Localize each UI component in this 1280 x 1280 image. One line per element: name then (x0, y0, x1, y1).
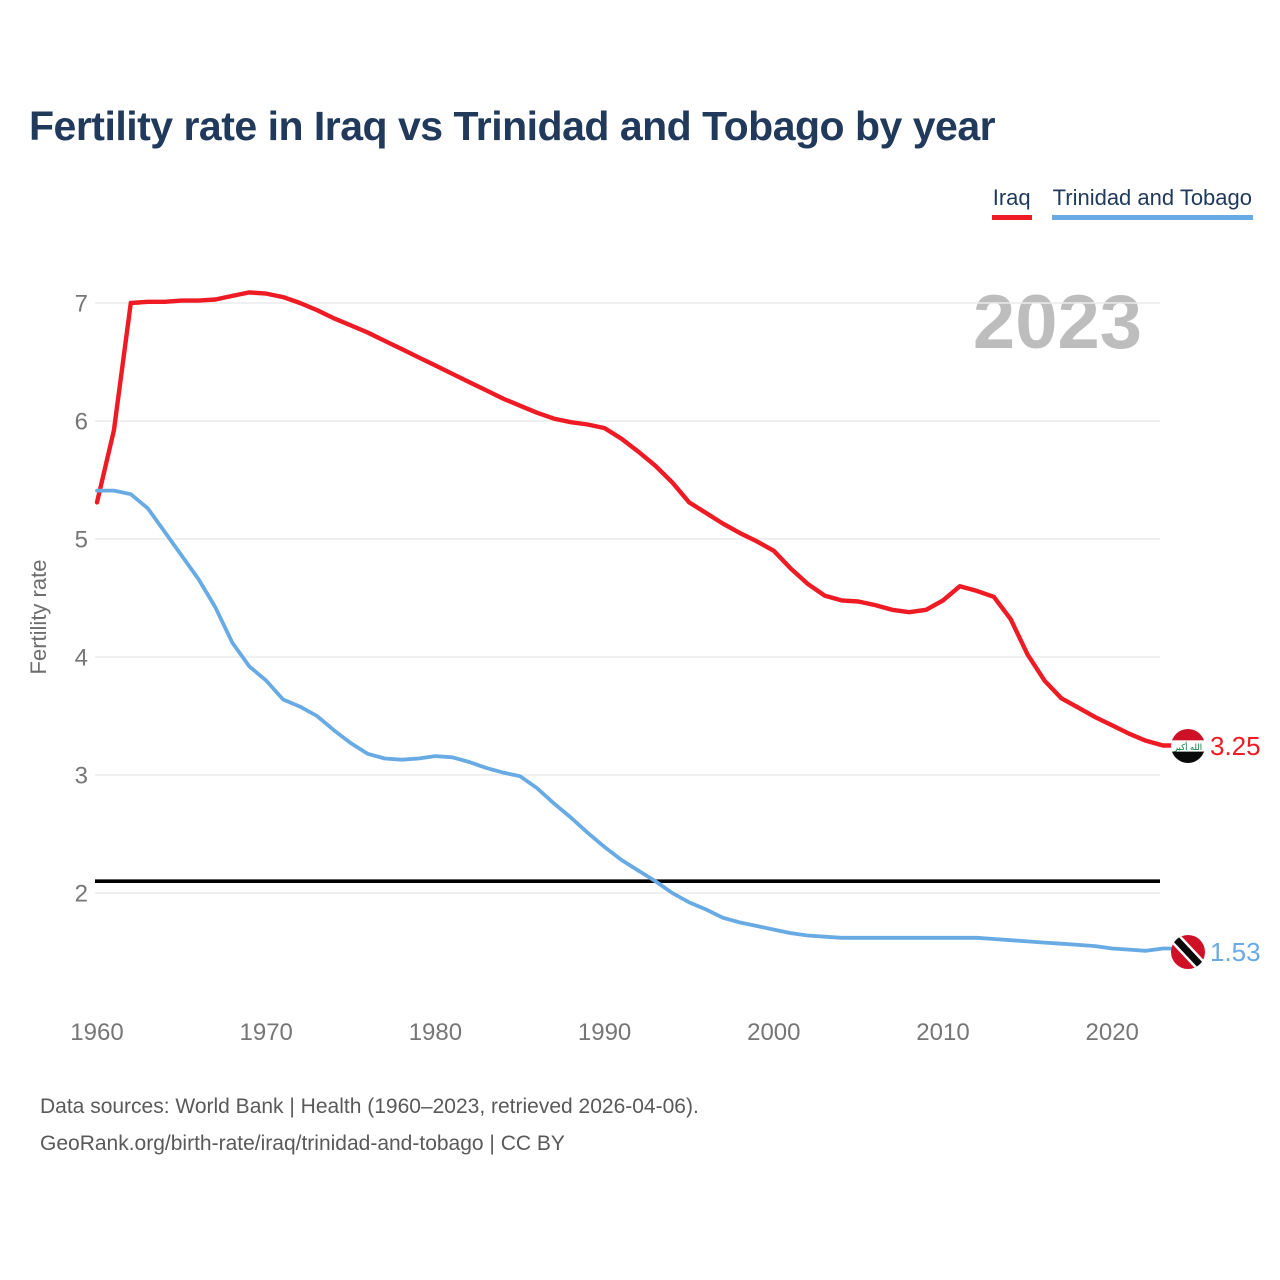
trinidad-and-tobago-trend-line[interactable] (95, 488, 1175, 953)
trinidad-and-tobago-flag-icon (1171, 935, 1205, 969)
footer-data-sources: Data sources: World Bank | Health (1960–… (40, 1095, 699, 1118)
tt-end-value-label: 1.53 (1210, 937, 1261, 967)
page-title: Fertility rate in Iraq vs Trinidad and T… (29, 103, 996, 149)
legend-item-iraq[interactable]: Iraq (991, 185, 1032, 220)
y-axis-title: Fertility rate (26, 560, 51, 675)
x-axis-tick-labels: 1960 1970 1980 1990 2000 2010 2020 (70, 1019, 1139, 1046)
y-axis-tick-labels: 2 3 4 5 6 7 (75, 291, 88, 908)
y-tick-label-5: 5 (75, 527, 88, 554)
legend-label-iraq: Iraq (992, 185, 1031, 210)
x-tick-label-1990: 1990 (578, 1019, 631, 1046)
legend-swatch-iraq (991, 215, 1032, 220)
x-tick-label-2000: 2000 (747, 1019, 800, 1046)
legend-label-trinidad-and-tobago: Trinidad and Tobago (1052, 185, 1252, 210)
y-tick-label-6: 6 (75, 409, 88, 436)
x-tick-label-1980: 1980 (409, 1019, 462, 1046)
x-tick-label-2020: 2020 (1086, 1019, 1139, 1046)
iraq-trend-line[interactable] (94, 290, 1176, 748)
footer: Data sources: World Bank | Health (1960–… (40, 1088, 699, 1162)
watermark-year: 2023 (973, 280, 1142, 365)
legend: Iraq Trinidad and Tobago (991, 185, 1253, 220)
iraq-end-value-label: 3.25 (1210, 731, 1261, 761)
x-tick-label-1960: 1960 (70, 1019, 123, 1046)
iraq-flag-icon: الله أكبر (1171, 729, 1205, 763)
iraq-flag-takbir: الله أكبر (1173, 740, 1202, 753)
y-tick-label-3: 3 (75, 763, 88, 790)
gridlines (95, 302, 1160, 894)
legend-item-trinidad-and-tobago[interactable]: Trinidad and Tobago (1051, 185, 1253, 220)
y-tick-label-7: 7 (75, 291, 88, 318)
x-tick-label-1970: 1970 (240, 1019, 293, 1046)
y-tick-label-4: 4 (75, 645, 88, 672)
x-tick-label-2010: 2010 (916, 1019, 969, 1046)
legend-swatch-trinidad-and-tobago (1051, 215, 1253, 220)
footer-attribution: GeoRank.org/birth-rate/iraq/trinidad-and… (40, 1132, 565, 1155)
y-tick-label-2: 2 (75, 881, 88, 908)
